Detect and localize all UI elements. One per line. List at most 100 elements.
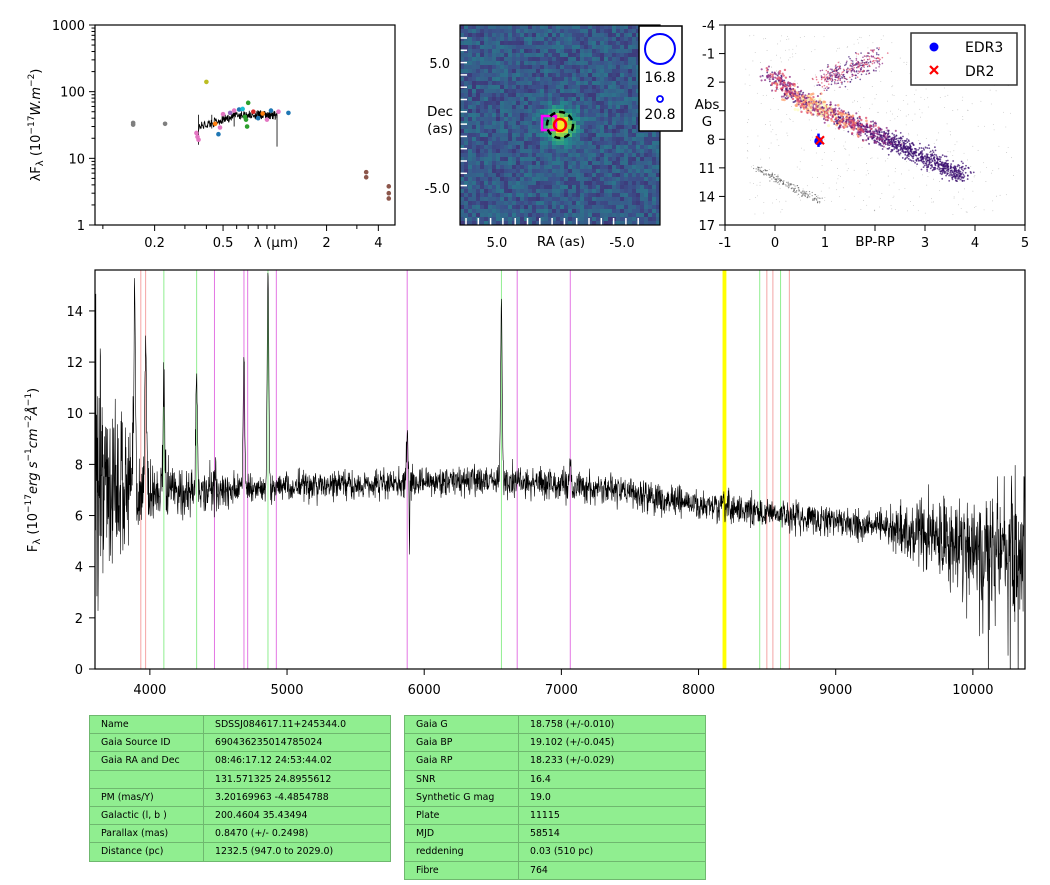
image-pixel — [588, 201, 592, 205]
cmd-star — [868, 52, 869, 54]
image-pixel — [460, 181, 464, 185]
image-pixel — [532, 33, 536, 37]
cmd-star — [922, 158, 925, 161]
image-pixel — [464, 173, 468, 177]
image-pixel — [496, 197, 500, 201]
cmd-star — [857, 124, 860, 127]
image-pixel — [608, 145, 612, 149]
image-pixel — [636, 121, 640, 125]
cmd-star — [871, 49, 874, 51]
image-pixel — [492, 141, 496, 145]
image-pixel — [620, 129, 624, 133]
cmd-star — [844, 148, 846, 150]
sed-point — [245, 100, 251, 106]
image-pixel — [464, 33, 468, 37]
image-pixel — [572, 97, 576, 101]
cmd-star — [834, 78, 835, 80]
cmd-star — [860, 62, 862, 64]
image-pixel — [564, 157, 568, 161]
cmd-star — [797, 103, 800, 106]
image-pixel — [616, 89, 620, 93]
image-pixel — [584, 109, 588, 113]
cmd-star — [922, 166, 925, 169]
cmd-star — [768, 75, 771, 78]
image-pixel — [516, 161, 520, 165]
cmd-star — [832, 112, 834, 114]
image-pixel — [584, 209, 588, 213]
image-pixel — [540, 49, 544, 53]
image-pixel — [588, 153, 592, 157]
image-pixel — [484, 133, 488, 137]
cmd-star — [902, 135, 904, 138]
cmd-star — [840, 109, 843, 112]
cmd-star — [971, 180, 973, 182]
image-pixel — [560, 153, 564, 157]
cmd-star — [817, 110, 820, 113]
image-pixel — [528, 49, 532, 53]
cmd-star — [884, 143, 887, 146]
cmd-star — [892, 140, 895, 142]
image-pixel — [500, 49, 504, 53]
image-pixel — [540, 93, 544, 97]
image-pixel — [592, 29, 596, 33]
cmd-star — [852, 128, 855, 131]
image-pixel — [588, 65, 592, 69]
cmd-star — [872, 55, 875, 58]
cmd-star — [877, 157, 879, 159]
cmd-star — [897, 150, 899, 153]
image-pixel — [620, 105, 624, 109]
image-pixel — [560, 193, 564, 197]
image-pixel — [460, 25, 464, 29]
cmd-star — [842, 122, 846, 126]
image-pixel — [500, 41, 504, 45]
image-pixel — [640, 201, 644, 205]
image-pixel — [540, 145, 544, 149]
image-pixel — [516, 145, 520, 149]
cmd-star — [947, 151, 949, 153]
image-pixel — [528, 217, 532, 221]
image-pixel — [484, 149, 488, 153]
image-pixel — [472, 53, 476, 57]
image-pixel — [544, 61, 548, 65]
image-pixel — [484, 181, 488, 185]
cmd-star — [807, 196, 809, 199]
image-pixel — [552, 49, 556, 53]
image-pixel — [552, 145, 556, 149]
cmd-star — [820, 111, 823, 114]
image-pixel — [496, 109, 500, 113]
cmd-star — [780, 179, 782, 181]
image-pixel — [484, 81, 488, 85]
image-pixel — [536, 33, 540, 37]
image-pixel — [612, 181, 616, 185]
image-pixel — [536, 73, 540, 77]
image-pixel — [624, 53, 628, 57]
image-pixel — [544, 213, 548, 217]
image-pixel — [608, 129, 612, 133]
image-pixel — [564, 69, 568, 73]
image-pixel — [584, 49, 588, 53]
image-pixel — [636, 153, 640, 157]
cmd-star — [798, 100, 801, 103]
image-pixel — [592, 205, 596, 209]
cmd-star — [929, 158, 932, 161]
image-pixel — [584, 105, 588, 109]
image-pixel — [480, 169, 484, 173]
target-dashed-circle — [545, 110, 575, 140]
image-pixel — [492, 173, 496, 177]
cmd-star — [839, 79, 841, 81]
cmd-star — [905, 124, 907, 126]
cmd-star — [851, 114, 855, 118]
image-pixel — [468, 81, 472, 85]
image-pixel — [612, 213, 616, 217]
image-pixel — [496, 53, 500, 57]
image-pixel — [496, 41, 500, 45]
image-pixel — [596, 125, 600, 129]
image-pixel — [468, 165, 472, 169]
image-pixel — [564, 133, 568, 137]
image-pixel — [528, 105, 532, 109]
cmd-star — [940, 164, 942, 166]
image-pixel — [608, 125, 612, 129]
cmd-star — [766, 94, 767, 96]
cmd-star — [817, 81, 820, 84]
cmd-star — [914, 94, 915, 96]
